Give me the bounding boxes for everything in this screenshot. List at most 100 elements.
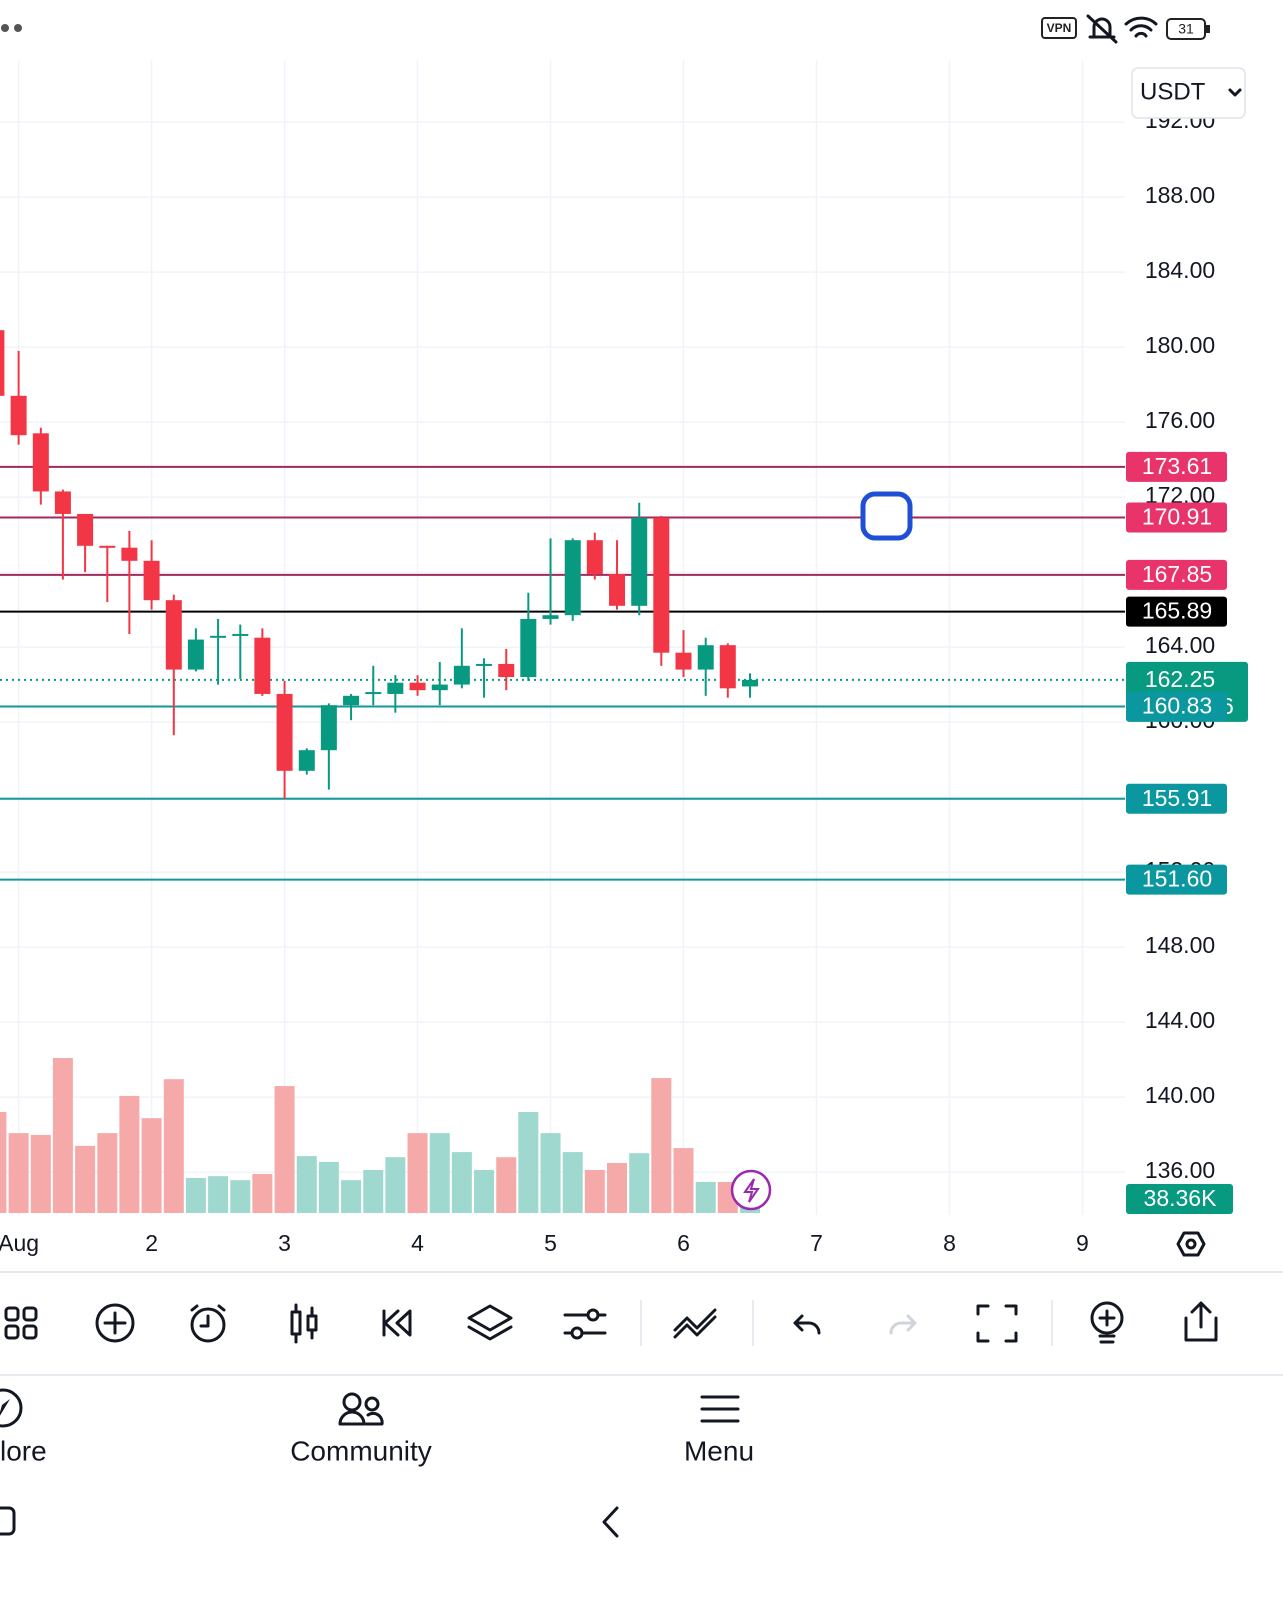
volume-bar — [429, 1133, 450, 1213]
candle-type-button[interactable] — [290, 1303, 318, 1344]
volume-bar — [673, 1148, 694, 1213]
volume-bar — [651, 1078, 672, 1213]
alert-button[interactable] — [190, 1304, 226, 1343]
candle-body — [409, 682, 426, 691]
nav-label[interactable]: Community — [290, 1435, 432, 1466]
price-label: 170.91 — [1142, 504, 1212, 530]
candle-body — [343, 695, 360, 706]
volume-bar — [274, 1086, 295, 1213]
community-icon — [338, 1392, 384, 1426]
candle-body — [719, 645, 736, 689]
x-tick-label: 2 — [145, 1230, 158, 1256]
chart: 136.00140.00144.00148.00152.00156.00160.… — [0, 60, 1248, 1256]
volume-bar — [407, 1133, 428, 1213]
price-label-box — [1126, 596, 1227, 627]
price-label: 165.89 — [1142, 598, 1212, 624]
price-axis: 136.00140.00144.00148.00152.00156.00160.… — [1126, 107, 1248, 1215]
plot-area — [0, 330, 1125, 1213]
volume-bar — [341, 1180, 362, 1213]
nav-label[interactable]: lore — [0, 1435, 47, 1466]
candle-body — [387, 682, 404, 694]
volume-bar — [296, 1156, 317, 1213]
volume-bar — [385, 1157, 406, 1213]
price-label-box — [1126, 864, 1227, 895]
price-label: 173.61 — [1142, 453, 1212, 479]
candle-body — [609, 573, 626, 606]
x-tick-label: 9 — [1076, 1230, 1089, 1256]
currency-selector[interactable]: USDT — [1131, 67, 1246, 119]
x-tick-label: 3 — [278, 1230, 291, 1256]
volume-bar — [540, 1133, 561, 1213]
volume-bar — [584, 1169, 605, 1213]
fullscreen-button[interactable] — [976, 1304, 1018, 1343]
axis-settings[interactable] — [1176, 1231, 1206, 1257]
undo-button[interactable] — [793, 1314, 821, 1335]
lightning-badge[interactable] — [730, 1169, 772, 1211]
price-label: 167.85 — [1142, 561, 1212, 587]
volume-bar — [8, 1133, 29, 1213]
price-label: 151.60 — [1142, 866, 1212, 892]
nav-label[interactable]: Menu — [684, 1435, 754, 1466]
volume-bar — [141, 1118, 162, 1213]
volume-bar — [607, 1163, 628, 1213]
y-tick-label: 164.00 — [1145, 632, 1215, 658]
bottom-nav: lore Community Menu — [0, 1388, 754, 1466]
drawing-handle[interactable] — [860, 491, 913, 541]
candle-body — [631, 517, 648, 606]
candle-body — [520, 618, 537, 678]
back-button[interactable] — [602, 1506, 619, 1538]
candle-body — [498, 663, 515, 678]
volume-bar — [52, 1058, 73, 1213]
draw-button[interactable] — [673, 1308, 717, 1339]
volume-bar — [318, 1161, 339, 1213]
candle-body — [453, 665, 470, 685]
volume-bar — [451, 1152, 472, 1213]
volume-bar — [230, 1180, 251, 1213]
y-tick-label: 180.00 — [1145, 332, 1215, 358]
candle-body — [320, 705, 337, 751]
layers-button[interactable] — [467, 1304, 513, 1341]
redo-button[interactable] — [889, 1314, 917, 1335]
price-label-box — [1126, 502, 1227, 533]
x-tick-label: 6 — [677, 1230, 690, 1256]
x-tick-label: 8 — [943, 1230, 956, 1256]
volume-bar — [474, 1169, 495, 1213]
price-label: 160.83 — [1142, 693, 1212, 719]
share-button[interactable] — [1184, 1301, 1218, 1342]
candle-body — [742, 679, 758, 687]
y-tick-label: 188.00 — [1145, 182, 1215, 208]
x-tick-label: 5 — [544, 1230, 557, 1256]
volume-label: 38.36K — [1144, 1185, 1218, 1211]
volume-bar — [496, 1157, 517, 1213]
add-button[interactable] — [95, 1303, 135, 1343]
x-tick-label: Aug — [0, 1230, 39, 1256]
candle-body — [99, 545, 116, 548]
volume-label-box — [1126, 1184, 1233, 1215]
y-tick-label: 140.00 — [1145, 1082, 1215, 1108]
status-bar: VPN 31 — [1, 14, 1210, 44]
axis-settings-dot — [1185, 1238, 1197, 1250]
volume-bar — [0, 1111, 7, 1213]
recent-apps[interactable] — [0, 1506, 16, 1536]
x-tick-label: 7 — [810, 1230, 823, 1256]
volume-bar — [562, 1152, 583, 1213]
layout-button[interactable] — [4, 1306, 38, 1340]
volume-bar — [185, 1177, 206, 1213]
ideas-button[interactable] — [1090, 1301, 1124, 1344]
toolbar — [4, 1300, 1218, 1346]
candle-body — [77, 513, 94, 546]
candle-body — [54, 491, 71, 514]
x-tick-label: 4 — [411, 1230, 424, 1256]
candle-body — [542, 615, 559, 619]
replay-button[interactable] — [382, 1309, 412, 1337]
volume-bar — [518, 1111, 539, 1213]
y-tick-label: 144.00 — [1145, 1007, 1215, 1033]
candle-body — [697, 645, 714, 670]
candle-body — [675, 652, 692, 670]
volume-bar — [30, 1134, 51, 1213]
settings-button[interactable] — [563, 1308, 607, 1340]
price-label: 162.25 — [1145, 666, 1215, 692]
candle-body — [121, 547, 138, 561]
y-tick-label: 184.00 — [1145, 257, 1215, 283]
